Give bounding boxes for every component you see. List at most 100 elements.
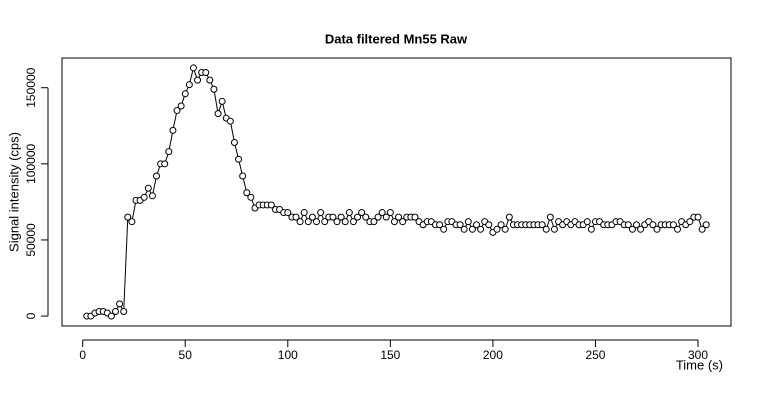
plot-frame xyxy=(61,57,732,327)
data-point xyxy=(464,218,472,226)
data-point xyxy=(140,193,148,201)
data-point xyxy=(358,209,366,217)
data-point xyxy=(694,213,702,221)
chart-title: Data filtered Mn55 Raw xyxy=(325,31,468,46)
data-point xyxy=(456,221,464,229)
data-point xyxy=(698,225,706,233)
data-point xyxy=(202,68,210,76)
y-tick-label: 0 xyxy=(24,312,38,319)
x-tick-label: 0 xyxy=(79,348,86,362)
data-point xyxy=(317,209,325,217)
data-point xyxy=(243,189,251,197)
data-point xyxy=(177,102,185,110)
data-point xyxy=(702,221,710,229)
data-point xyxy=(161,160,169,168)
data-point xyxy=(497,221,505,229)
data-point xyxy=(111,308,119,316)
data-point xyxy=(194,76,202,84)
data-point xyxy=(674,225,682,233)
data-point xyxy=(538,221,546,229)
data-point xyxy=(247,193,255,201)
y-tick-label: 150000 xyxy=(24,67,38,107)
data-point xyxy=(313,218,321,226)
data-point xyxy=(304,218,312,226)
data-point xyxy=(505,213,513,221)
data-point xyxy=(669,221,677,229)
x-axis-label: Time (s) xyxy=(676,357,723,372)
data-point xyxy=(218,97,226,105)
data-point xyxy=(468,225,476,233)
x-tick-label: 250 xyxy=(585,348,605,362)
data-point xyxy=(382,213,390,221)
data-point xyxy=(370,218,378,226)
data-point xyxy=(477,225,485,233)
data-point xyxy=(169,126,177,134)
data-point xyxy=(144,184,152,192)
data-point xyxy=(390,218,398,226)
data-point xyxy=(292,213,300,221)
data-point xyxy=(386,209,394,217)
x-tick-label: 300 xyxy=(688,348,708,362)
data-point xyxy=(120,308,128,316)
data-point xyxy=(214,110,222,118)
data-point xyxy=(628,225,636,233)
data-point xyxy=(583,218,591,226)
data-point xyxy=(354,213,362,221)
data-point xyxy=(460,225,468,233)
data-point xyxy=(185,81,193,89)
data-point xyxy=(226,117,234,125)
y-axis-label: Signal intensity (cps) xyxy=(6,132,21,252)
data-point xyxy=(321,218,329,226)
data-point xyxy=(165,148,173,156)
data-point xyxy=(267,201,275,209)
data-point xyxy=(329,213,337,221)
data-point xyxy=(235,155,243,163)
data-point xyxy=(300,209,308,217)
data-point xyxy=(116,300,124,308)
data-point xyxy=(587,225,595,233)
data-point xyxy=(362,213,370,221)
data-point xyxy=(210,85,218,93)
data-point xyxy=(632,221,640,229)
y-tick-label: 100000 xyxy=(24,143,38,183)
x-tick-label: 100 xyxy=(278,348,298,362)
y-tick-label: 50000 xyxy=(24,223,38,257)
data-point xyxy=(501,225,509,233)
data-point xyxy=(624,221,632,229)
data-point xyxy=(153,172,161,180)
data-point xyxy=(173,107,181,115)
data-point xyxy=(206,76,214,84)
data-point xyxy=(341,218,349,226)
data-point xyxy=(374,213,382,221)
data-point xyxy=(189,64,197,72)
data-point xyxy=(550,225,558,233)
data-point xyxy=(337,213,345,221)
data-point xyxy=(399,218,407,226)
data-point xyxy=(493,225,501,233)
data-point xyxy=(542,225,550,233)
data-point xyxy=(637,225,645,233)
data-point xyxy=(472,221,480,229)
data-point xyxy=(686,218,694,226)
data-point xyxy=(107,312,115,320)
x-tick-label: 50 xyxy=(179,348,193,362)
data-point xyxy=(296,218,304,226)
x-tick-label: 150 xyxy=(380,348,400,362)
data-point xyxy=(181,90,189,98)
data-point xyxy=(345,209,353,217)
data-point xyxy=(378,209,386,217)
x-tick-label: 200 xyxy=(483,348,503,362)
data-point xyxy=(124,213,132,221)
data-point xyxy=(411,213,419,221)
data-point xyxy=(333,218,341,226)
data-point xyxy=(239,172,247,180)
data-point xyxy=(653,225,661,233)
data-point xyxy=(485,221,493,229)
data-point xyxy=(649,221,657,229)
data-point xyxy=(395,213,403,221)
data-point xyxy=(284,209,292,217)
data-point xyxy=(349,218,357,226)
data-point xyxy=(440,225,448,233)
